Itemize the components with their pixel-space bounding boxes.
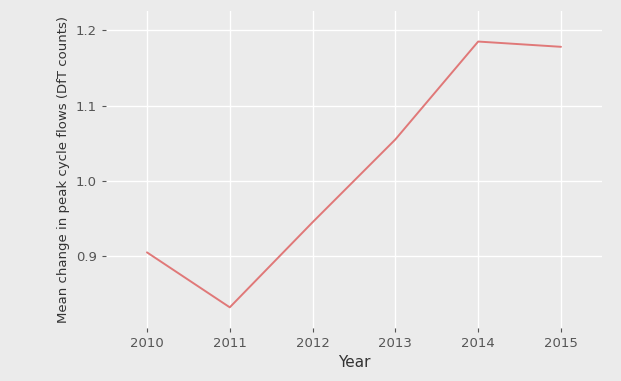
Y-axis label: Mean change in peak cycle flows (DfT counts): Mean change in peak cycle flows (DfT cou…	[57, 16, 70, 323]
X-axis label: Year: Year	[338, 355, 370, 370]
